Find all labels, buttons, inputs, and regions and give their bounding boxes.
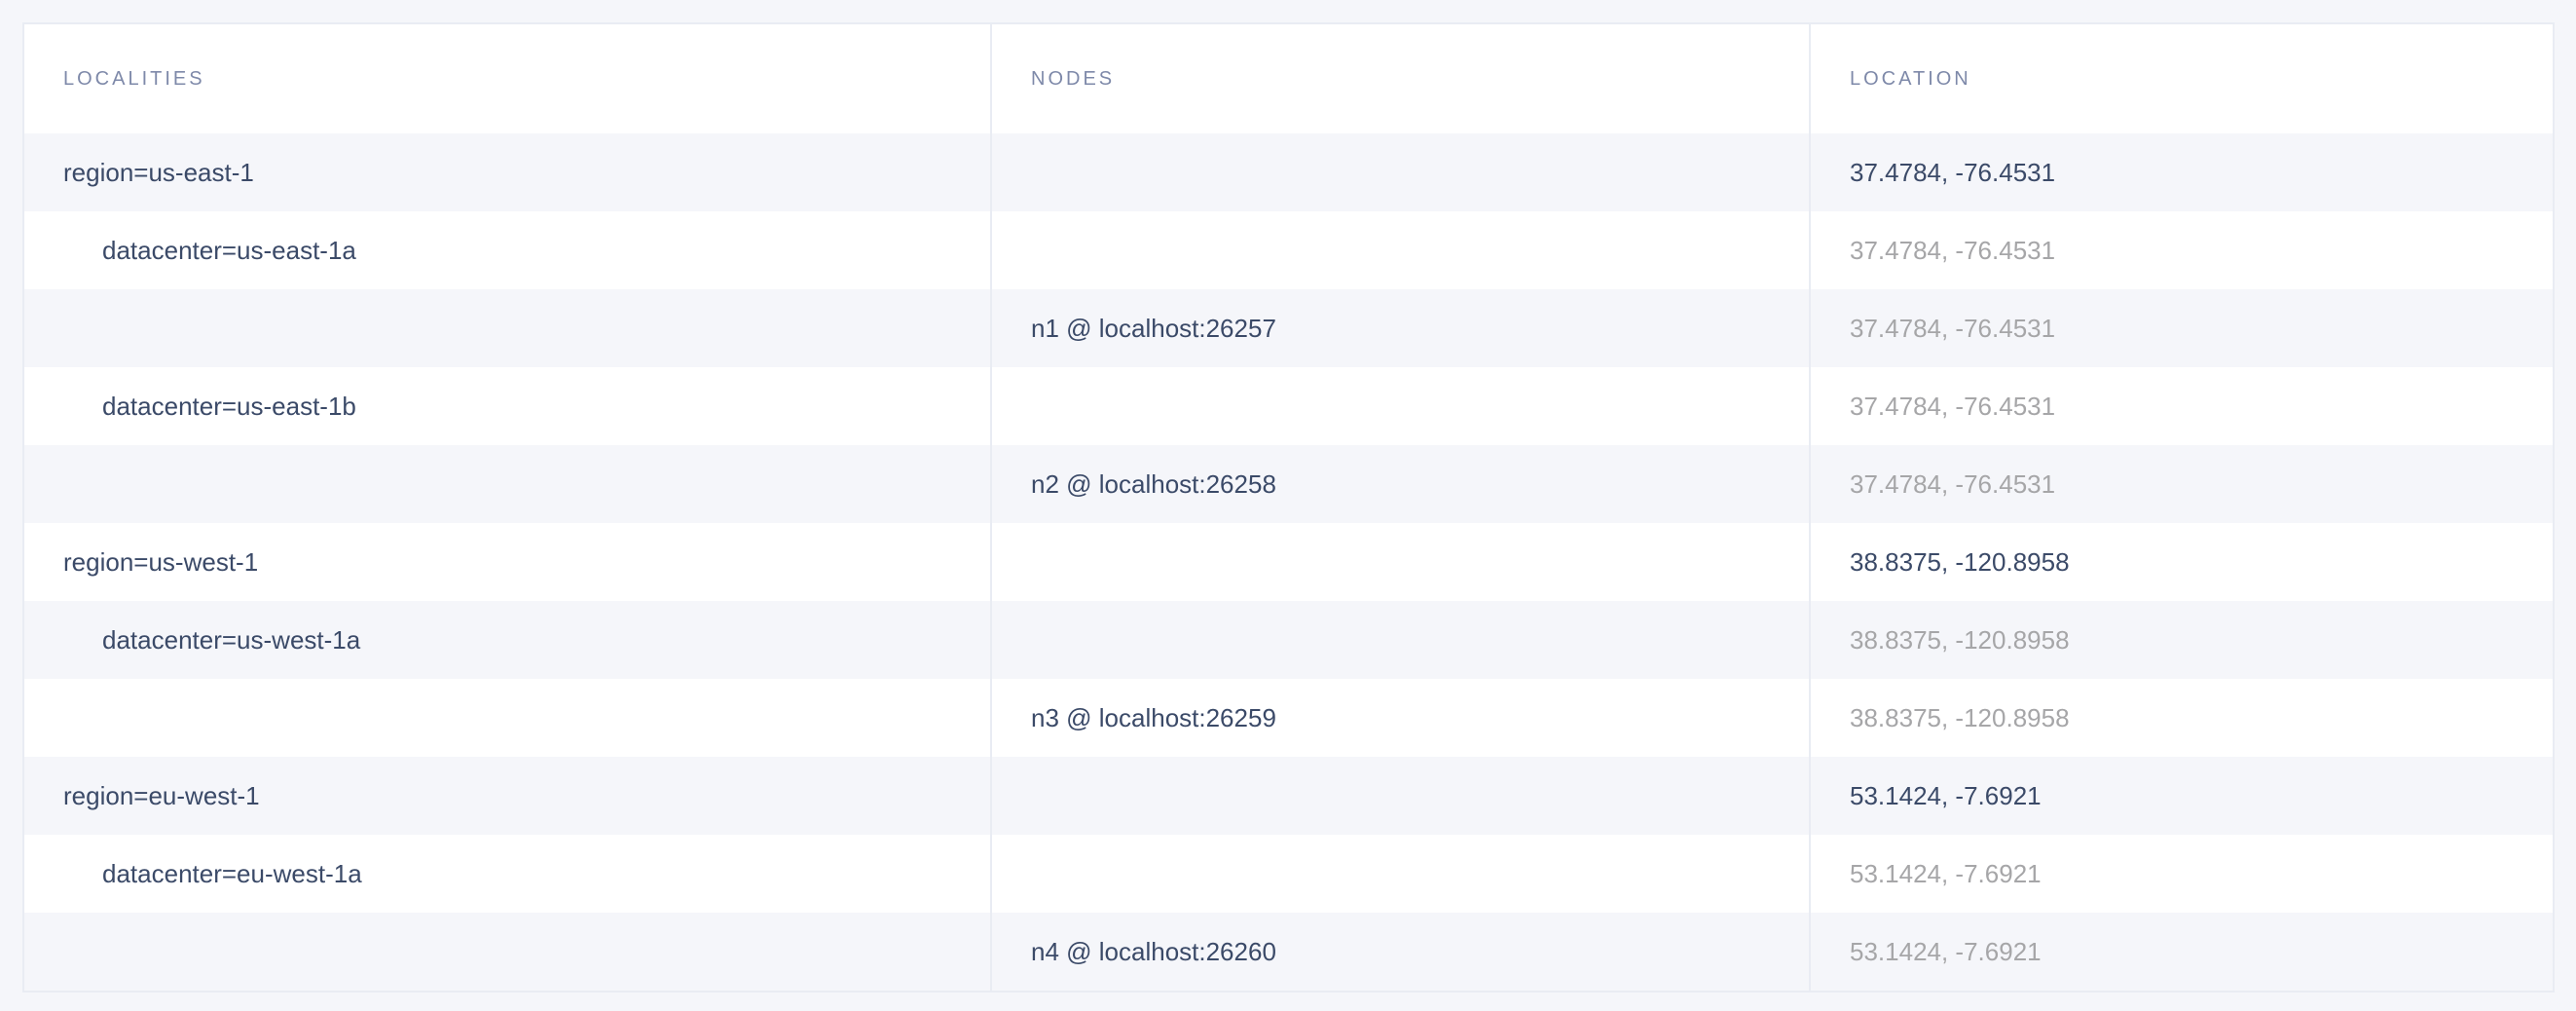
node-cell: n2 @ localhost:26258 [992, 445, 1811, 523]
table-row: n4 @ localhost:26260 53.1424, -7.6921 [24, 913, 2553, 991]
locality-cell [24, 679, 992, 757]
table-header: LOCALITIES NODES LOCATION [24, 24, 2553, 133]
table-row: datacenter=us-west-1a 38.8375, -120.8958 [24, 601, 2553, 679]
header-location[interactable]: LOCATION [1850, 67, 1971, 90]
location-cell: 38.8375, -120.8958 [1850, 546, 2070, 577]
locality-cell: region=us-east-1 [24, 133, 992, 211]
localities-table: LOCALITIES NODES LOCATION region=us-east… [22, 22, 2555, 992]
location-cell: 37.4784, -76.4531 [1850, 313, 2056, 343]
locality-cell: datacenter=eu-west-1a [24, 835, 992, 913]
locality-cell: region=us-west-1 [24, 523, 992, 601]
node-cell [992, 523, 1811, 601]
locality-cell [24, 913, 992, 991]
location-cell: 37.4784, -76.4531 [1850, 157, 2056, 187]
table-row: datacenter=us-east-1a 37.4784, -76.4531 [24, 211, 2553, 289]
table-body: region=us-east-1 37.4784, -76.4531 datacen… [24, 133, 2553, 991]
table-row: region=us-west-1 38.8375, -120.8958 [24, 523, 2553, 601]
table-row: datacenter=eu-west-1a 53.1424, -7.6921 [24, 835, 2553, 913]
locality-cell: datacenter=us-west-1a [24, 601, 992, 679]
node-cell [992, 757, 1811, 835]
header-nodes[interactable]: NODES [992, 24, 1811, 133]
location-cell: 53.1424, -7.6921 [1850, 858, 2042, 888]
locality-cell: datacenter=us-east-1a [24, 211, 992, 289]
table-row: n3 @ localhost:26259 38.8375, -120.8958 [24, 679, 2553, 757]
locality-cell [24, 445, 992, 523]
table-row: region=eu-west-1 53.1424, -7.6921 [24, 757, 2553, 835]
locality-cell [24, 289, 992, 367]
node-cell [992, 133, 1811, 211]
node-cell: n3 @ localhost:26259 [992, 679, 1811, 757]
location-cell: 37.4784, -76.4531 [1850, 468, 2056, 499]
locality-cell: region=eu-west-1 [24, 757, 992, 835]
location-cell: 53.1424, -7.6921 [1850, 936, 2042, 966]
location-cell: 38.8375, -120.8958 [1850, 624, 2070, 655]
location-cell: 37.4784, -76.4531 [1850, 235, 2056, 265]
node-cell [992, 601, 1811, 679]
location-cell: 53.1424, -7.6921 [1850, 780, 2042, 810]
locality-cell: datacenter=us-east-1b [24, 367, 992, 445]
node-cell [992, 367, 1811, 445]
table-row: region=us-east-1 37.4784, -76.4531 [24, 133, 2553, 211]
node-cell [992, 211, 1811, 289]
node-cell: n1 @ localhost:26257 [992, 289, 1811, 367]
node-cell [992, 835, 1811, 913]
header-localities[interactable]: LOCALITIES [24, 24, 992, 133]
table-row: n2 @ localhost:26258 37.4784, -76.4531 [24, 445, 2553, 523]
table-row: datacenter=us-east-1b 37.4784, -76.4531 [24, 367, 2553, 445]
location-cell: 37.4784, -76.4531 [1850, 391, 2056, 421]
node-cell: n4 @ localhost:26260 [992, 913, 1811, 991]
table-row: n1 @ localhost:26257 37.4784, -76.4531 [24, 289, 2553, 367]
location-cell: 38.8375, -120.8958 [1850, 702, 2070, 732]
